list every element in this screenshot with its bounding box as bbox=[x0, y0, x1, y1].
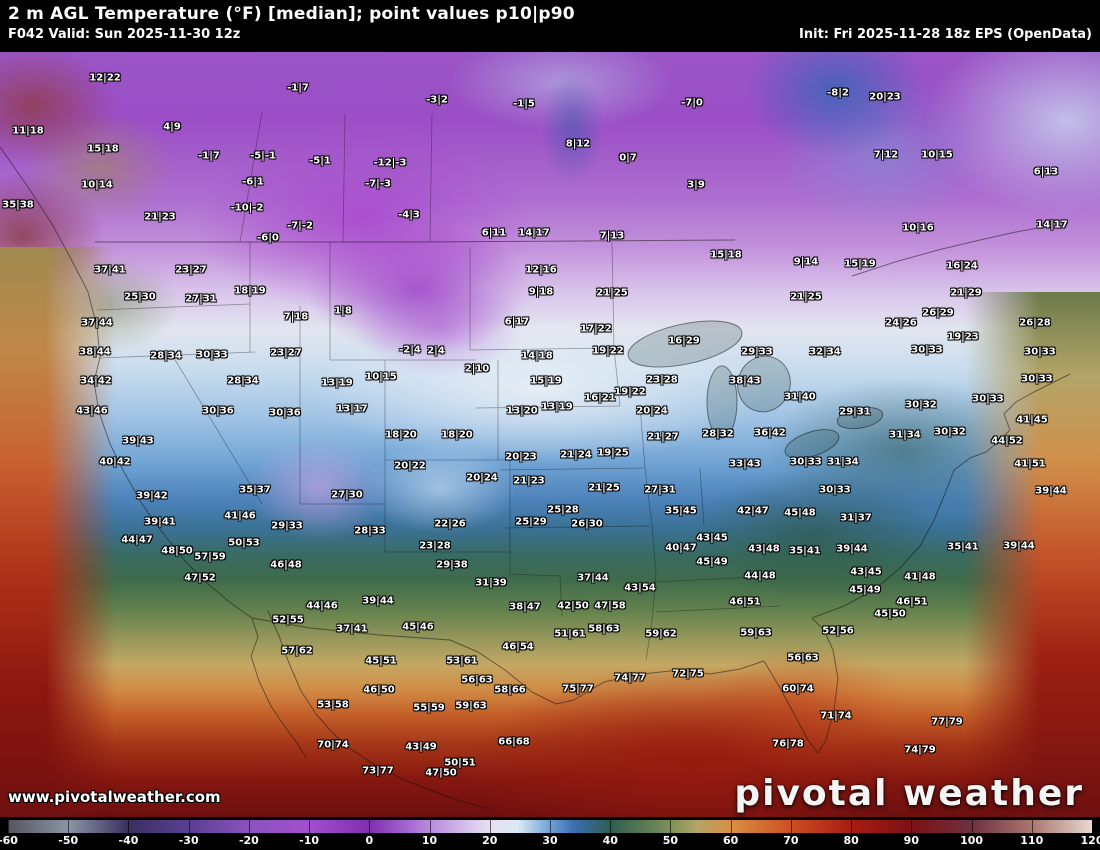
atlantic-ocean-field bbox=[965, 292, 1100, 817]
color-scale-tick-label: 100 bbox=[960, 834, 984, 847]
color-scale-tick-mark bbox=[670, 820, 672, 833]
color-scale-tick-mark bbox=[610, 820, 612, 833]
init-time: Init: Fri 2025-11-28 18z EPS (OpenData) bbox=[799, 27, 1092, 42]
header: 2 m AGL Temperature (°F) [median]; point… bbox=[0, 0, 1100, 52]
color-scale-tick-label: 20 bbox=[482, 834, 498, 847]
valid-time: F042 Valid: Sun 2025-11-30 12z bbox=[8, 27, 241, 42]
color-scale-tick-label: 90 bbox=[903, 834, 919, 847]
color-scale-tick-label: -50 bbox=[58, 834, 79, 847]
website-watermark: www.pivotalweather.com bbox=[8, 788, 221, 806]
color-scale-tick-mark bbox=[429, 820, 431, 833]
color-scale-tick-label: 40 bbox=[602, 834, 618, 847]
color-scale-tick-label: 30 bbox=[542, 834, 558, 847]
temperature-field bbox=[0, 52, 1100, 817]
color-scale-tick-label: 10 bbox=[421, 834, 438, 847]
temperature-map bbox=[0, 52, 1100, 817]
color-scale-tick-label: 60 bbox=[723, 834, 739, 847]
color-scale-tick-mark bbox=[369, 820, 371, 833]
color-scale-tick-mark bbox=[730, 820, 732, 833]
pivotal-weather-logo: pivotal weather bbox=[734, 773, 1084, 814]
color-scale-tick-label: -60 bbox=[0, 834, 18, 847]
color-scale-tick-mark bbox=[790, 820, 792, 833]
color-scale-tick-mark bbox=[1092, 820, 1093, 833]
color-scale-tick-mark bbox=[911, 820, 913, 833]
color-scale-tick-mark bbox=[489, 820, 491, 833]
color-scale: -60 -50 -40 -30 -20 -10 0 10 20 30 40 50 60 70 80 90 100… bbox=[0, 817, 1100, 850]
color-scale-tick-mark bbox=[128, 820, 130, 833]
color-scale-tick-mark bbox=[550, 820, 551, 833]
color-scale-tick-mark bbox=[851, 820, 853, 833]
color-scale-tick-mark bbox=[248, 820, 250, 833]
color-scale-tick-mark bbox=[309, 820, 311, 833]
pacific-ocean-field bbox=[0, 247, 115, 817]
color-scale-tick-label: 70 bbox=[783, 834, 799, 847]
color-scale-tick-label: 120 bbox=[1080, 834, 1100, 847]
color-scale-tick-mark bbox=[8, 820, 9, 833]
color-scale-tick-label: 110 bbox=[1020, 834, 1044, 847]
color-scale-tick-label: -10 bbox=[299, 834, 320, 847]
color-scale-tick-label: -40 bbox=[118, 834, 139, 847]
time-bar: F042 Valid: Sun 2025-11-30 12z Init: Fri… bbox=[0, 24, 1100, 42]
color-scale-tick-mark bbox=[1031, 820, 1033, 833]
map-title: 2 m AGL Temperature (°F) [median]; point… bbox=[8, 4, 575, 24]
color-scale-ticks: -60 -50 -40 -30 -20 -10 0 10 20 30 40 50 60 70 80 90 100… bbox=[0, 834, 1100, 849]
color-scale-tick-mark bbox=[68, 820, 70, 833]
color-scale-tick-mark bbox=[971, 820, 973, 833]
color-scale-tick-mark bbox=[188, 820, 190, 833]
color-scale-bar bbox=[8, 820, 1093, 833]
color-scale-tick-label: 0 bbox=[365, 834, 374, 847]
color-scale-tick-label: -20 bbox=[238, 834, 259, 847]
color-scale-tick-label: -30 bbox=[178, 834, 199, 847]
color-scale-tick-label: 80 bbox=[843, 834, 859, 847]
color-scale-tick-label: 50 bbox=[662, 834, 679, 847]
